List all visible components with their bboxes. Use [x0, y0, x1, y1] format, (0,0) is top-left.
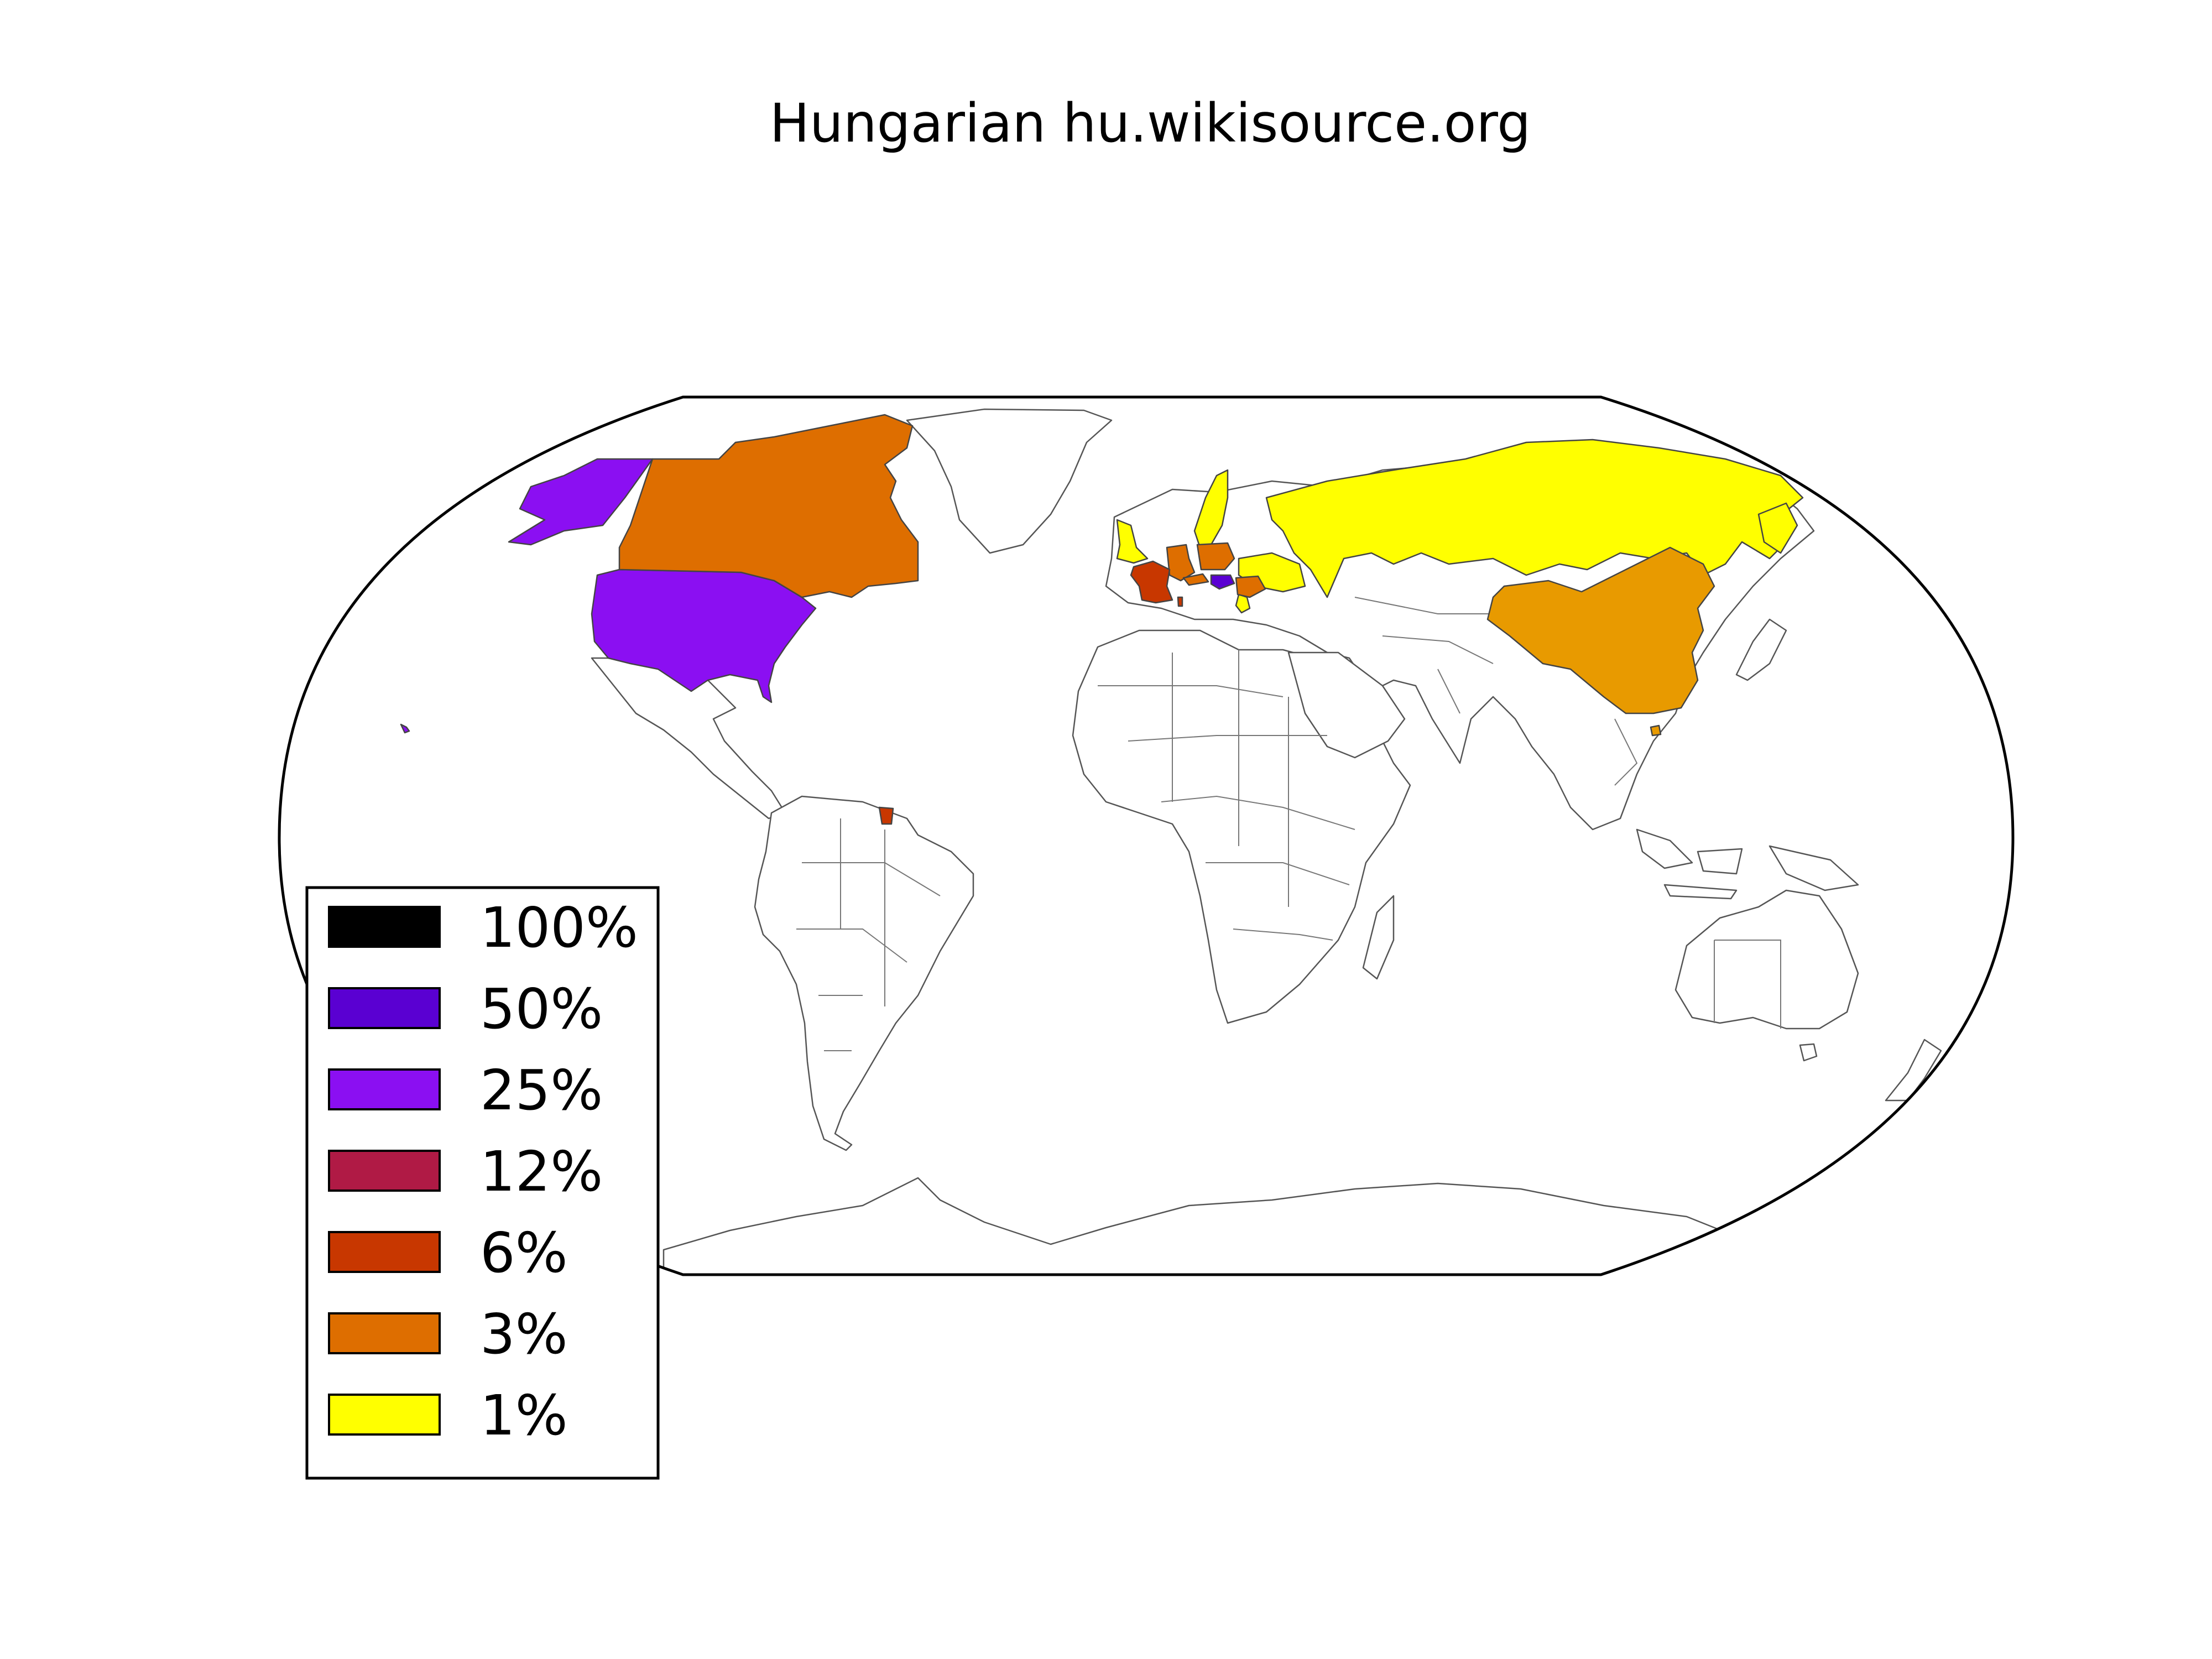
legend-swatch [328, 1231, 441, 1273]
country-borders [796, 597, 1781, 1051]
region-china-hainan [1650, 724, 1662, 737]
australia-land [1674, 889, 1859, 1030]
region-china [1486, 546, 1715, 714]
legend-label: 12% [480, 1139, 603, 1204]
region-russia-peninsula [1757, 502, 1798, 554]
world-map [400, 408, 1942, 1275]
region-usa-alaska [508, 458, 654, 546]
map-title: Hungarian hu.wikisource.org [770, 92, 1531, 154]
legend-label: 6% [480, 1220, 568, 1285]
antarctica-land [662, 1177, 1743, 1275]
greenland-land [906, 408, 1113, 554]
region-usa-hawaii [400, 723, 410, 734]
legend-swatch [328, 1394, 441, 1436]
region-french-guiana [878, 806, 894, 825]
south-america-land [754, 795, 974, 1151]
legend-label: 50% [480, 977, 603, 1041]
region-france [1130, 560, 1173, 604]
legend-swatch [328, 1150, 441, 1192]
madagascar-land [1362, 895, 1395, 980]
region-germany [1166, 544, 1196, 582]
legend-swatch [328, 1312, 441, 1354]
indonesia-land [1636, 828, 1859, 900]
region-romania [1235, 575, 1266, 598]
legend-label: 25% [480, 1058, 603, 1123]
tasmania-land [1799, 1043, 1818, 1062]
arabia-land [1287, 651, 1406, 759]
legend-swatch [328, 906, 441, 948]
legend-label: 1% [480, 1383, 568, 1448]
japan-land [1735, 618, 1787, 681]
region-austria [1182, 573, 1209, 586]
legend: 100% 50% 25% 12% 6% 3% 1% [305, 886, 660, 1480]
region-hungary [1210, 574, 1235, 590]
highlighted-regions [400, 414, 1804, 825]
legend-swatch [328, 1068, 441, 1110]
region-canada [618, 414, 919, 598]
region-france-corsica [1177, 596, 1183, 607]
legend-label: 3% [480, 1302, 568, 1366]
region-poland [1196, 542, 1235, 571]
legend-swatch [328, 987, 441, 1029]
legend-label: 100% [480, 895, 638, 960]
region-uk [1116, 519, 1149, 564]
map-boundary [278, 395, 2015, 1276]
